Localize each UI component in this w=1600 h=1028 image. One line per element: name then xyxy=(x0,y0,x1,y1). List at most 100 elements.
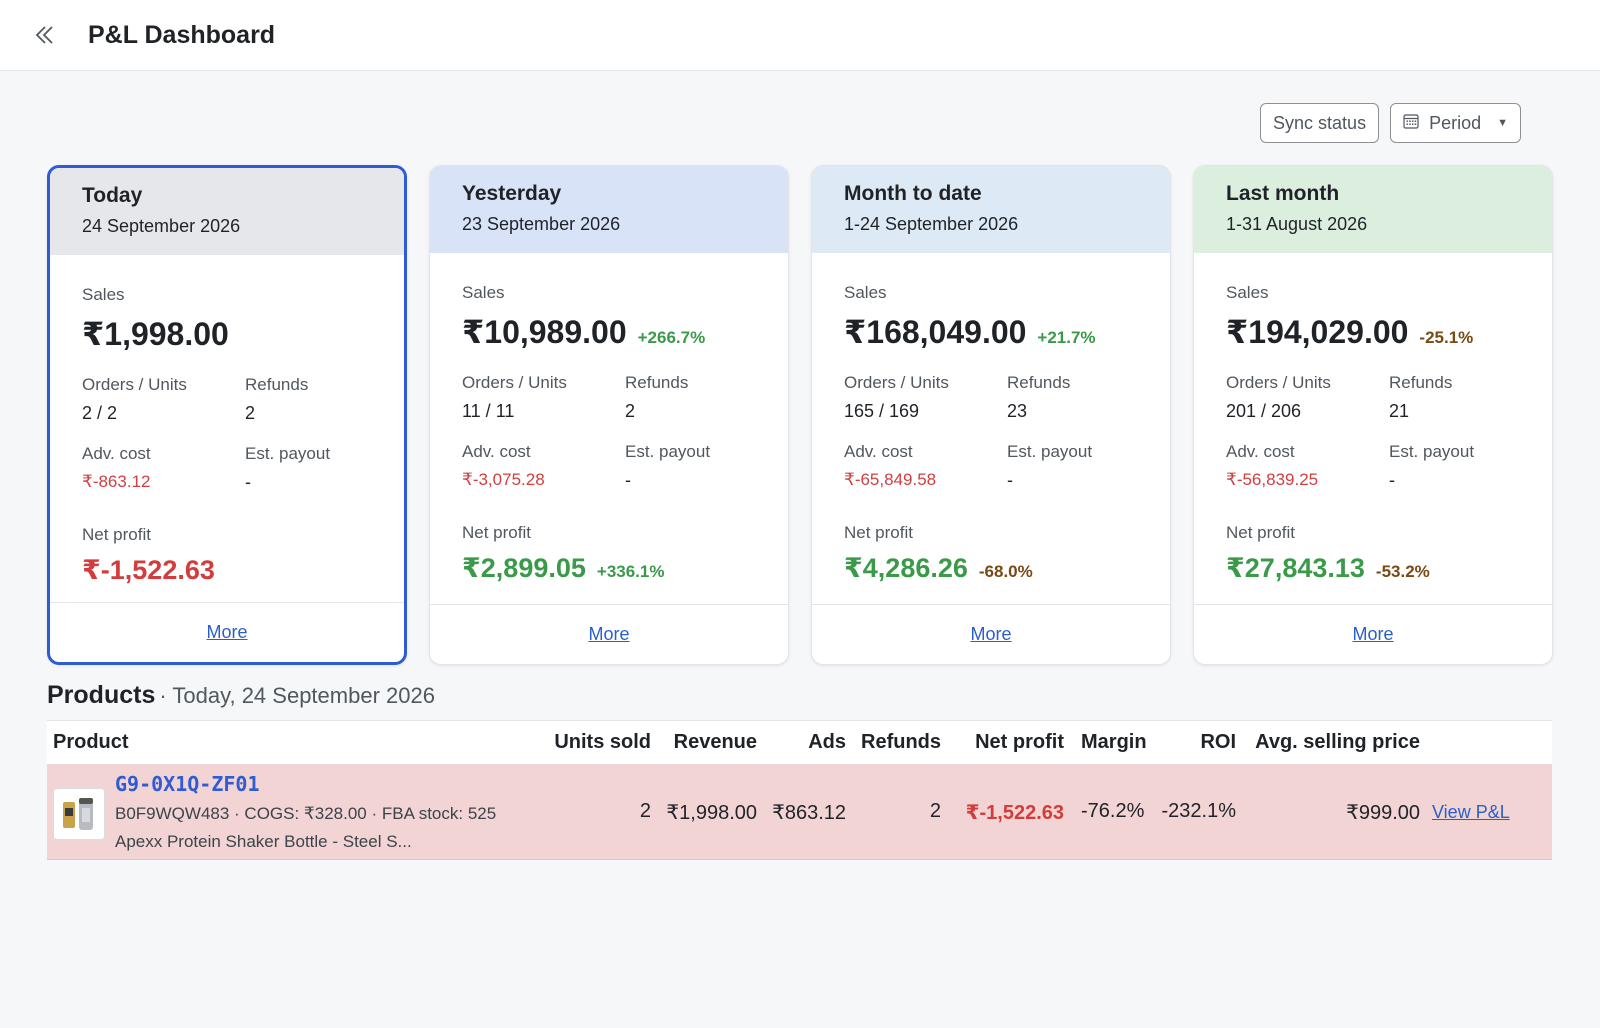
card-month-to-date[interactable]: Month to date 1-24 September 2026 Sales … xyxy=(811,165,1171,665)
net-profit-label: Net profit xyxy=(844,523,913,542)
col-refunds[interactable]: Refunds xyxy=(861,731,941,753)
sales-change: +266.7% xyxy=(637,328,706,347)
more-link[interactable]: More xyxy=(970,624,1012,644)
units-sold-value: 2 xyxy=(639,800,651,822)
net-profit-change: -68.0% xyxy=(978,562,1033,581)
ads-value: ₹863.12 xyxy=(772,802,846,824)
est-payout-value: - xyxy=(1007,470,1013,490)
more-link[interactable]: More xyxy=(588,624,630,644)
orders-units-label: Orders / Units xyxy=(844,373,949,392)
card-label: Last month xyxy=(1226,182,1340,205)
orders-units-value: 2 / 2 xyxy=(82,403,118,423)
est-payout-label: Est. payout xyxy=(625,442,711,461)
est-payout-label: Est. payout xyxy=(245,444,331,463)
product-sku-link[interactable]: G9-0X1Q-ZF01 xyxy=(115,772,260,796)
sales-label: Sales xyxy=(1226,283,1269,302)
col-avg-selling-price[interactable]: Avg. selling price xyxy=(1255,731,1420,753)
products-table: Product Units sold Revenue Ads Refunds N… xyxy=(47,720,1552,860)
col-product[interactable]: Product xyxy=(53,731,129,753)
sales-label: Sales xyxy=(462,283,505,302)
adv-cost-value: ₹-65,849.58 xyxy=(844,470,937,489)
net-profit-label: Net profit xyxy=(82,525,151,544)
refunds-label: Refunds xyxy=(1007,373,1071,392)
card-header: Last month 1-31 August 2026 xyxy=(1194,166,1552,253)
table-header: Product Units sold Revenue Ads Refunds N… xyxy=(47,721,1552,764)
sales-value: ₹10,989.00 xyxy=(462,314,627,350)
card-header: Month to date 1-24 September 2026 xyxy=(812,166,1170,253)
orders-units-label: Orders / Units xyxy=(462,373,567,392)
avg-price-value: ₹999.00 xyxy=(1346,802,1420,824)
view-pl-link[interactable]: View P&L xyxy=(1432,802,1510,822)
product-meta: B0F9WQW483 · COGS: ₹328.00 · FBA stock: … xyxy=(115,804,497,823)
orders-units-value: 11 / 11 xyxy=(462,401,515,421)
refunds-value: 23 xyxy=(1007,401,1028,421)
refunds-value: 2 xyxy=(929,800,941,822)
card-label: Today xyxy=(82,184,143,207)
col-units-sold[interactable]: Units sold xyxy=(554,731,651,753)
col-revenue[interactable]: Revenue xyxy=(673,731,757,753)
refunds-label: Refunds xyxy=(245,375,309,394)
sales-value: ₹194,029.00 xyxy=(1226,314,1409,350)
sales-label: Sales xyxy=(844,283,887,302)
card-header: Today 24 September 2026 xyxy=(50,168,404,255)
refunds-label: Refunds xyxy=(625,373,689,392)
chevron-down-icon: ▼ xyxy=(1497,117,1508,129)
net-profit-value: ₹4,286.26 xyxy=(844,553,968,583)
refunds-value: 2 xyxy=(625,401,636,421)
product-image xyxy=(53,788,105,840)
more-link[interactable]: More xyxy=(206,622,248,642)
period-label: Period xyxy=(1429,112,1482,133)
card-date: 1-24 September 2026 xyxy=(844,214,1019,234)
orders-units-value: 165 / 169 xyxy=(844,401,920,421)
col-roi[interactable]: ROI xyxy=(1200,731,1236,753)
adv-cost-value: ₹-56,839.25 xyxy=(1226,470,1319,489)
net-profit-value: ₹2,899.05 xyxy=(462,553,586,583)
adv-cost-label: Adv. cost xyxy=(1226,442,1295,461)
col-margin[interactable]: Margin xyxy=(1081,731,1147,753)
orders-units-value: 201 / 206 xyxy=(1226,401,1302,421)
est-payout-label: Est. payout xyxy=(1389,442,1475,461)
net-profit-value: ₹-1,522.63 xyxy=(82,555,215,585)
adv-cost-label: Adv. cost xyxy=(462,442,531,461)
est-payout-value: - xyxy=(1389,470,1395,490)
net-profit-change: -53.2% xyxy=(1375,562,1430,581)
products-subtitle: · Today, 24 September 2026 xyxy=(159,683,435,708)
sales-value: ₹168,049.00 xyxy=(844,314,1027,350)
est-payout-value: - xyxy=(625,470,631,490)
sales-label: Sales xyxy=(82,285,125,304)
margin-value: -76.2% xyxy=(1081,800,1145,822)
page-title: P&L Dashboard xyxy=(88,20,276,49)
card-label: Yesterday xyxy=(462,182,562,205)
adv-cost-label: Adv. cost xyxy=(82,444,151,463)
product-name: Apexx Protein Shaker Bottle - Steel S... xyxy=(115,832,412,851)
net-profit-value: ₹27,843.13 xyxy=(1226,553,1365,583)
adv-cost-value: ₹-3,075.28 xyxy=(462,470,545,489)
card-last-month[interactable]: Last month 1-31 August 2026 Sales ₹194,0… xyxy=(1193,165,1553,665)
toolbar: Sync status Period ▼ xyxy=(1260,103,1521,143)
summary-cards: Today 24 September 2026 Sales ₹1,998.00 … xyxy=(47,165,1553,665)
table-row: G9-0X1Q-ZF01 B0F9WQW483 · COGS: ₹328.00 … xyxy=(47,764,1552,860)
orders-units-label: Orders / Units xyxy=(82,375,187,394)
refunds-value: 21 xyxy=(1389,401,1410,421)
sales-change: -25.1% xyxy=(1419,328,1474,347)
card-today[interactable]: Today 24 September 2026 Sales ₹1,998.00 … xyxy=(47,165,407,665)
sync-status-label: Sync status xyxy=(1273,112,1367,133)
est-payout-label: Est. payout xyxy=(1007,442,1093,461)
est-payout-value: - xyxy=(245,472,251,492)
card-header: Yesterday 23 September 2026 xyxy=(430,166,788,253)
refunds-value: 2 xyxy=(245,403,256,423)
top-bar: P&L Dashboard xyxy=(0,0,1600,71)
sync-status-button[interactable]: Sync status xyxy=(1260,103,1380,143)
period-dropdown[interactable]: Period ▼ xyxy=(1390,103,1521,143)
roi-value: -232.1% xyxy=(1161,800,1237,822)
adv-cost-label: Adv. cost xyxy=(844,442,913,461)
card-date: 24 September 2026 xyxy=(82,216,241,236)
net-profit-value: ₹-1,522.63 xyxy=(965,802,1064,824)
col-ads[interactable]: Ads xyxy=(808,731,846,753)
card-yesterday[interactable]: Yesterday 23 September 2026 Sales ₹10,98… xyxy=(429,165,789,665)
products-title: Products xyxy=(47,681,156,709)
card-label: Month to date xyxy=(844,182,982,205)
more-link[interactable]: More xyxy=(1352,624,1394,644)
col-net-profit[interactable]: Net profit xyxy=(975,731,1064,753)
back-icon[interactable] xyxy=(30,20,60,50)
